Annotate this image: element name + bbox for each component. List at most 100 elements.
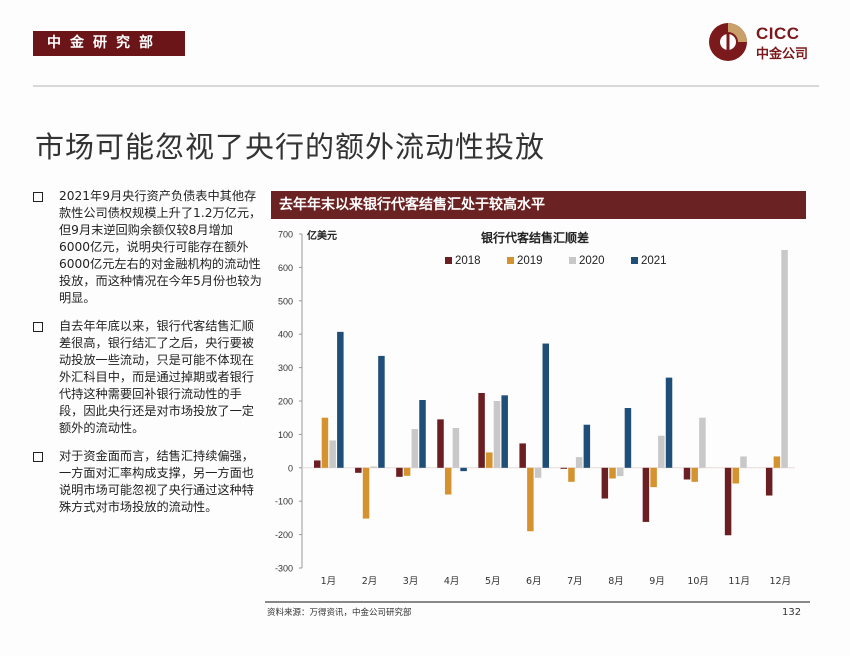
bar-2019-8: [609, 467, 616, 479]
bar-2020-9: [658, 435, 665, 468]
y-tick-label: 400: [278, 330, 293, 340]
bar-2018-1: [314, 460, 321, 468]
bar-2018-3: [396, 467, 403, 477]
bar-2019-7: [568, 467, 575, 482]
cicc-logo: CICC 中金公司: [708, 22, 828, 66]
bullet-item: 对于资金面而言，结售汇持续偏强，一方面对汇率构成支撑，另一方面也说明市场可能忽视…: [33, 448, 263, 516]
cicc-logo-icon: [709, 23, 747, 61]
y-tick-label: 600: [278, 263, 293, 273]
chart-title: 银行代客结售汇顺差: [481, 230, 589, 245]
bar-2018-11: [724, 467, 732, 536]
bar-2018-6: [519, 443, 526, 468]
bullet-item: 自去年年底以来，银行代客结售汇顺差很高，银行结汇了之后，央行要被动投放一些流动，…: [33, 318, 263, 437]
bar-2020-8: [616, 467, 624, 477]
square-bullet-icon: [33, 192, 43, 202]
y-tick-label: 700: [278, 230, 293, 240]
bar-2019-10: [691, 467, 698, 482]
bar-2020-1: [329, 440, 336, 468]
bar-2019-9: [650, 467, 657, 488]
x-tick-label: 10月: [687, 576, 709, 587]
page-title: 市场可能忽视了央行的额外流动性投放: [35, 130, 546, 164]
x-tick-label: 12月: [770, 576, 792, 587]
bar-2020-6: [534, 467, 542, 478]
bar-2020-5: [493, 401, 501, 468]
y-tick-label: 0: [288, 463, 293, 473]
bar-2021-7: [583, 424, 591, 468]
x-tick-label: 6月: [526, 576, 542, 587]
y-tick-label: 200: [278, 397, 293, 407]
y-tick-label: 300: [278, 363, 293, 373]
x-tick-label: 7月: [567, 576, 583, 587]
logo-text-en: CICC: [756, 24, 800, 43]
bar-2019-3: [403, 467, 411, 476]
bar-2019-11: [732, 467, 740, 484]
page-number: 132: [782, 607, 802, 618]
bar-2018-4: [437, 419, 444, 468]
x-tick-label: 5月: [485, 576, 501, 587]
legend-swatch-2018: [445, 257, 452, 264]
chart-legend: 2018 2019 2020 2021: [445, 255, 667, 267]
header-divider: [33, 85, 819, 87]
bullet-item: 2021年9月央行资产负债表中其他存款性公司债权规模上升了1.2万亿元，但9月末…: [33, 188, 263, 307]
x-tick-label: 9月: [649, 576, 665, 587]
bar-2019-2: [362, 467, 370, 519]
footer-divider: [265, 601, 810, 603]
x-tick-label: 2月: [362, 576, 378, 587]
x-tick-label: 11月: [728, 576, 750, 587]
bar-2019-1: [321, 417, 329, 468]
legend-swatch-2019: [507, 257, 514, 264]
bar-2018-10: [683, 467, 691, 480]
y-axis-label: 亿美元: [307, 229, 337, 242]
y-axis: 700 600 500 400 300 200 100 0 -100 -200 -300: [275, 230, 795, 574]
bar-2020-7: [575, 457, 583, 468]
legend-label: 2018: [455, 255, 481, 267]
bar-2021-4: [460, 467, 467, 472]
bar-2021-2: [378, 355, 385, 468]
bar-2020-10: [699, 417, 706, 468]
chart-header: 去年年末以来银行代客结售汇处于较高水平: [271, 191, 806, 219]
bar-2019-12: [773, 456, 781, 468]
bar-2021-5: [501, 395, 508, 468]
y-tick-label: -100: [275, 497, 293, 507]
bar-2018-12: [765, 467, 773, 496]
x-axis: 1月 2月 3月 4月 5月 6月 7月 8月 9月 10月 11月 12月: [321, 576, 791, 587]
x-tick-label: 3月: [403, 576, 419, 587]
bars: [314, 250, 788, 536]
bar-2020-11: [740, 456, 747, 468]
bar-2018-7: [560, 467, 567, 469]
bar-2018-9: [642, 467, 650, 522]
y-tick-label: -200: [275, 530, 293, 540]
bar-2020-3: [411, 429, 419, 468]
square-bullet-icon: [33, 322, 43, 332]
bar-2019-4: [444, 467, 452, 495]
department-badge: 中金研究部: [33, 31, 185, 56]
x-tick-label: 4月: [444, 576, 460, 587]
bar-2021-9: [665, 377, 673, 468]
bar-2020-4: [452, 428, 460, 468]
legend-label: 2021: [641, 255, 667, 267]
logo-text-cn: 中金公司: [756, 47, 809, 62]
x-tick-label: 8月: [608, 576, 624, 587]
legend-swatch-2020: [569, 257, 576, 264]
legend-label: 2019: [517, 255, 543, 267]
bullet-text: 2021年9月央行资产负债表中其他存款性公司债权规模上升了1.2万亿元，但9月末…: [59, 189, 262, 305]
bullet-text: 自去年年底以来，银行代客结售汇顺差很高，银行结汇了之后，央行要被动投放一些流动，…: [59, 319, 254, 435]
bullet-list: 2021年9月央行资产负债表中其他存款性公司债权规模上升了1.2万亿元，但9月末…: [33, 188, 263, 527]
bullet-text: 对于资金面而言，结售汇持续偏强，一方面对汇率构成支撑，另一方面也说明市场可能忽视…: [59, 449, 254, 514]
bar-chart: 银行代客结售汇顺差 亿美元 2018 2019 2020 2021 700 600 500…: [275, 229, 795, 587]
legend-swatch-2021: [631, 257, 638, 264]
legend-label: 2020: [579, 255, 605, 267]
bar-2018-5: [478, 392, 485, 468]
y-tick-label: 500: [278, 296, 293, 306]
bar-2019-6: [527, 467, 534, 532]
y-tick-label: 100: [278, 430, 293, 440]
bar-2021-6: [542, 343, 550, 468]
bar-2021-3: [419, 399, 426, 468]
bar-2019-5: [486, 452, 493, 468]
x-tick-label: 1月: [321, 576, 337, 587]
y-tick-label: -300: [275, 564, 293, 574]
bar-2020-2: [370, 466, 377, 468]
source-note: 资料来源：万得资讯，中金公司研究部: [267, 608, 412, 618]
square-bullet-icon: [33, 452, 43, 462]
bar-2018-2: [355, 467, 362, 473]
